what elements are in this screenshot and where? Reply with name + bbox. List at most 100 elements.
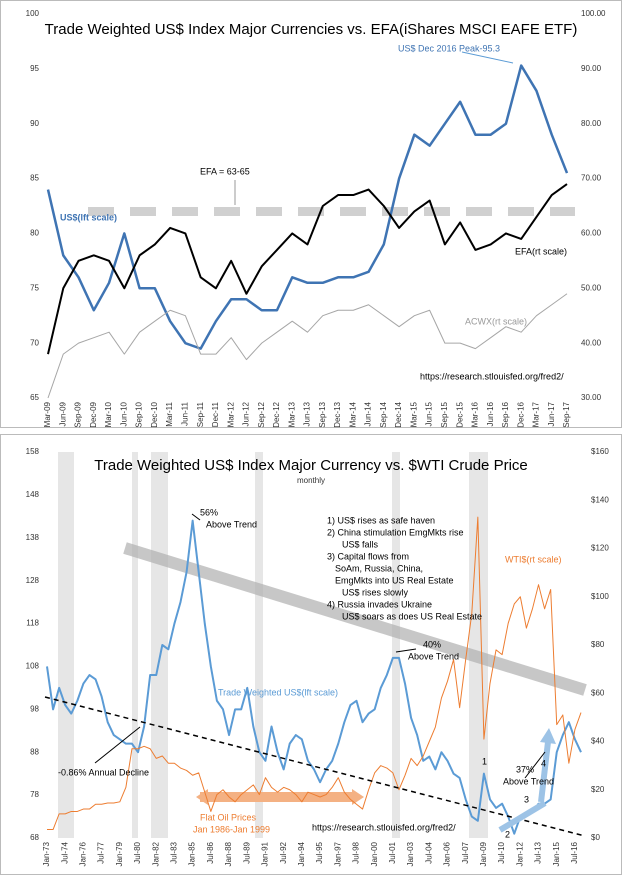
x-tick-label: Sep-15 bbox=[440, 401, 449, 427]
y-tick-label: 128 bbox=[26, 576, 40, 585]
arrow bbox=[191, 513, 201, 521]
y2-tick-label: $40 bbox=[591, 737, 605, 746]
y-tick-label: 90 bbox=[30, 119, 39, 128]
annotation: ACWX(rt scale) bbox=[465, 316, 527, 326]
series-line bbox=[46, 519, 582, 835]
annotation: 1 bbox=[482, 756, 487, 766]
x-tick-label: Jul-89 bbox=[242, 841, 251, 863]
shaded-periods bbox=[58, 452, 488, 838]
y-tick-label: 78 bbox=[30, 790, 39, 799]
annotation: Above Trend bbox=[206, 519, 257, 529]
annotation: Above Trend bbox=[503, 776, 554, 786]
annotation: EmgMkts into US Real Estate bbox=[335, 575, 454, 585]
x-tick-label: Jul-77 bbox=[97, 841, 106, 863]
x-tick-label: Jun-15 bbox=[425, 401, 434, 426]
x-tick-label: Jan-88 bbox=[224, 841, 233, 866]
x-tick-label: Dec-12 bbox=[272, 401, 281, 427]
series-line bbox=[47, 293, 568, 399]
x-tick-label: Sep-10 bbox=[135, 401, 144, 427]
annotation: EFA = 63-65 bbox=[200, 166, 250, 176]
y-tick-label: 148 bbox=[26, 490, 40, 499]
y2-tick-label: 40.00 bbox=[581, 338, 602, 347]
y2-tick-label: 50.00 bbox=[581, 283, 602, 292]
y2-tick-label: 30.00 bbox=[581, 393, 602, 402]
y2-tick-label: 70.00 bbox=[581, 174, 602, 183]
y2-tick-label: $100 bbox=[591, 592, 609, 601]
y-tick-label: 118 bbox=[26, 619, 39, 628]
y2-tick-label: $140 bbox=[591, 495, 609, 504]
x-tick-label: Jul-98 bbox=[352, 841, 361, 863]
annotation: 3 bbox=[524, 794, 529, 804]
x-tick-label: Jan-76 bbox=[79, 841, 88, 866]
x-tick-label: Jul-92 bbox=[279, 841, 288, 863]
arrow bbox=[498, 800, 547, 833]
x-tick-label: Jul-74 bbox=[60, 841, 69, 863]
x-tick-label: Jun-12 bbox=[242, 401, 251, 426]
x-tick-label: Jun-11 bbox=[180, 401, 189, 425]
shade bbox=[469, 452, 488, 838]
annotation: EFA(rt scale) bbox=[515, 246, 567, 256]
annotation: US$ rises slowly bbox=[342, 587, 409, 597]
x-tick-label: Jun-13 bbox=[303, 401, 312, 426]
x-tick-label: Dec-14 bbox=[394, 401, 403, 427]
x-tick-label: Jul-86 bbox=[206, 841, 215, 863]
x-tick-label: Jan-85 bbox=[188, 841, 197, 866]
annotation: 4) Russia invades Ukraine bbox=[327, 599, 432, 609]
annotation: 37% bbox=[516, 764, 534, 774]
annotation: 2 bbox=[505, 829, 510, 839]
trend-band bbox=[123, 542, 587, 696]
x-tick-label: Mar-15 bbox=[409, 401, 418, 427]
x-tick-label: Jun-10 bbox=[119, 401, 128, 426]
y2-tick-label: $80 bbox=[591, 640, 605, 649]
x-tick-label: Sep-09 bbox=[74, 401, 83, 427]
y-tick-label: 85 bbox=[30, 174, 39, 183]
y2-tick-label: 100.00 bbox=[581, 9, 606, 18]
y-tick-label: 100 bbox=[26, 9, 40, 18]
x-tick-label: Dec-09 bbox=[89, 401, 98, 427]
y-tick-label: 65 bbox=[30, 393, 39, 402]
annotation: US$ falls bbox=[342, 539, 379, 549]
annotation: US$(lft scale) bbox=[60, 212, 117, 222]
y-tick-label: 108 bbox=[26, 662, 40, 671]
series-line bbox=[47, 516, 582, 831]
x-tick-label: Jan-03 bbox=[406, 841, 415, 866]
x-tick-label: Jan-15 bbox=[552, 841, 561, 866]
x-tick-label: Mar-17 bbox=[532, 401, 541, 427]
x-tick-label: Jun-14 bbox=[364, 401, 373, 426]
y2-tick-label: 60.00 bbox=[581, 229, 602, 238]
chart-frame bbox=[0, 434, 622, 875]
x-tick-label: Jan-82 bbox=[151, 841, 160, 866]
chart-subtitle: monthly bbox=[297, 476, 325, 485]
x-tick-label: Jan-00 bbox=[370, 841, 379, 866]
annotation: WTI$(rt scale) bbox=[505, 554, 562, 564]
annotation: 1) US$ rises as safe haven bbox=[327, 515, 435, 525]
x-tick-label: Dec-13 bbox=[333, 401, 342, 427]
x-tick-label: Jan-06 bbox=[443, 841, 452, 866]
annotation: 2) China stimulation EmgMkts rise bbox=[327, 527, 464, 537]
annotation: Above Trend bbox=[408, 651, 459, 661]
x-tick-label: Jun-17 bbox=[547, 401, 556, 426]
annotation: https://research.stlouisfed.org/fred2/ bbox=[420, 371, 564, 381]
x-tick-label: Sep-16 bbox=[501, 401, 510, 427]
chart-title: Trade Weighted US$ Index Major Currency … bbox=[94, 457, 528, 474]
x-tick-label: Dec-10 bbox=[150, 401, 159, 427]
chart-title: Trade Weighted US$ Index Major Currencie… bbox=[45, 21, 578, 38]
trend-line bbox=[44, 696, 586, 837]
x-tick-label: Jan-91 bbox=[261, 841, 270, 866]
annotation: SoAm, Russia, China, bbox=[335, 563, 423, 573]
x-tick-label: Jul-16 bbox=[570, 841, 579, 863]
arrow-head bbox=[352, 789, 364, 805]
y2-tick-label: $120 bbox=[591, 544, 609, 553]
series-line bbox=[47, 183, 568, 355]
y-tick-label: 70 bbox=[30, 338, 39, 347]
x-tick-label: Dec-15 bbox=[455, 401, 464, 427]
x-tick-label: Jun-16 bbox=[486, 401, 495, 426]
annotation: Flat Oil Prices bbox=[200, 812, 257, 822]
x-tick-label: Jul-01 bbox=[388, 841, 397, 863]
x-tick-label: Dec-11 bbox=[211, 401, 220, 427]
y2-tick-label: 90.00 bbox=[581, 64, 602, 73]
x-tick-label: Jul-04 bbox=[424, 841, 433, 863]
annotation: Trade Weighted US$(lft scale) bbox=[218, 687, 338, 697]
arrow bbox=[461, 51, 514, 64]
x-tick-label: Sep-11 bbox=[196, 401, 205, 427]
